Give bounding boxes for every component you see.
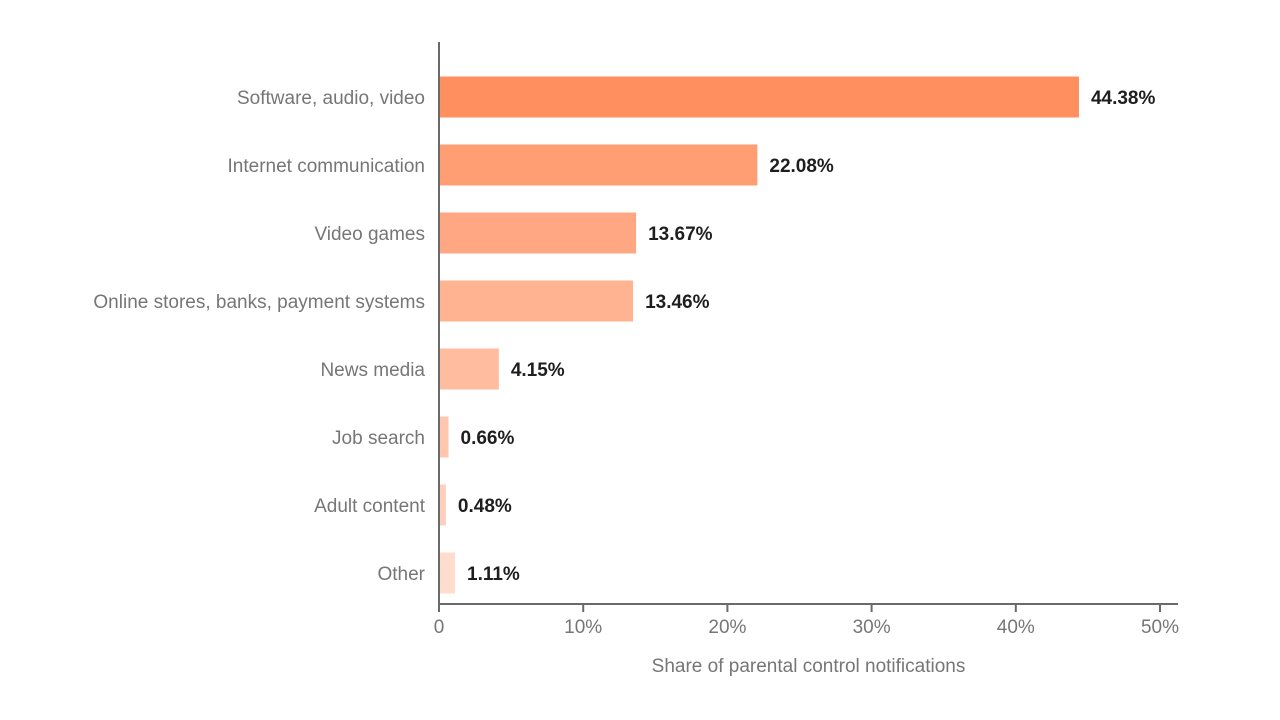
value-labels-group: 44.38% 22.08% 13.67% 13.46% 4.15% 0.66% 0.48% 1…	[458, 88, 1156, 585]
bar	[439, 348, 499, 390]
category-label: Internet communication	[228, 156, 426, 177]
bar	[439, 552, 456, 594]
category-label: Online stores, banks, payment systems	[93, 292, 425, 313]
x-tick-label: 0	[434, 617, 445, 638]
category-label: Software, audio, video	[237, 88, 425, 109]
bars-group	[439, 76, 1079, 594]
data-label: 13.67%	[648, 224, 713, 245]
bar	[439, 416, 449, 458]
x-tick-label: 10%	[564, 617, 602, 638]
data-label: 1.11%	[467, 564, 520, 585]
category-label: News media	[320, 360, 425, 381]
data-label: 0.66%	[461, 428, 515, 449]
bar	[439, 144, 758, 186]
data-label: 0.48%	[458, 496, 512, 517]
category-labels-group: Software, audio, video Internet communica…	[93, 88, 425, 585]
data-label: 13.46%	[645, 292, 710, 313]
data-label: 4.15%	[511, 360, 565, 381]
x-axis-title: Share of parental control notifications	[652, 656, 966, 677]
x-ticks-group: 0 10% 20% 30% 40% 50%	[434, 604, 1179, 638]
bar	[439, 484, 446, 526]
bar	[439, 212, 637, 254]
x-tick-label: 40%	[997, 617, 1035, 638]
category-label: Other	[377, 564, 425, 585]
category-label: Job search	[332, 428, 425, 449]
category-label: Adult content	[314, 496, 426, 517]
x-tick-label: 20%	[708, 617, 746, 638]
data-label: 22.08%	[769, 156, 834, 177]
x-tick-label: 30%	[853, 617, 891, 638]
data-label: 44.38%	[1091, 88, 1156, 109]
x-tick-label: 50%	[1141, 617, 1179, 638]
bar	[439, 76, 1079, 118]
bar	[439, 280, 634, 322]
category-label: Video games	[314, 224, 425, 245]
